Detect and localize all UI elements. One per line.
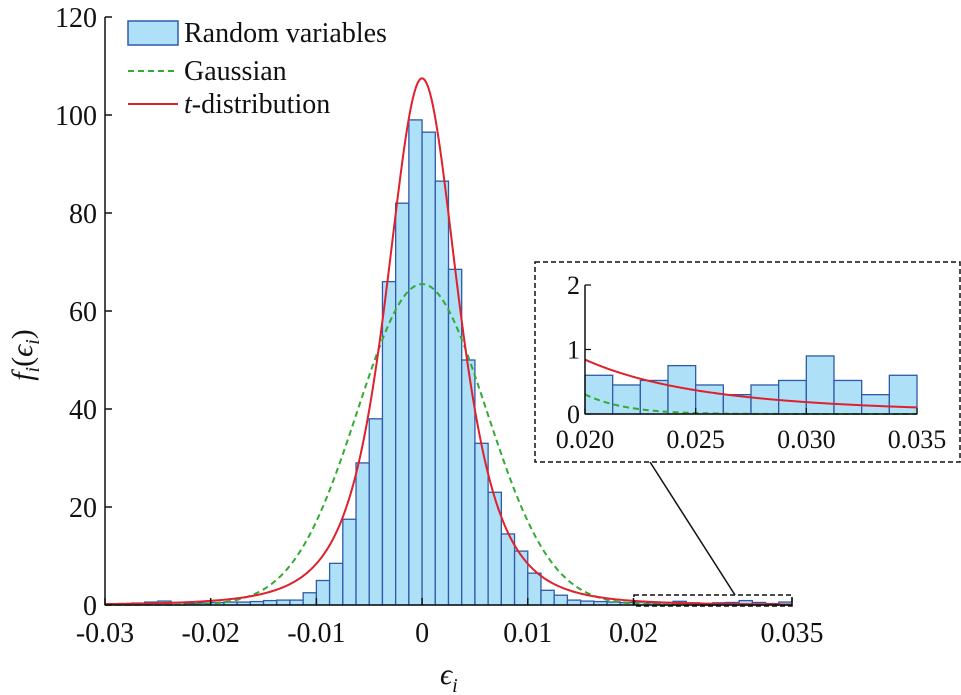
legend-label-gaussian: Gaussian — [184, 56, 287, 87]
y-tick-label: 80 — [69, 199, 97, 230]
t-distribution-curve — [104, 77, 793, 606]
inset-histogram-bar — [778, 379, 807, 415]
x-tick-label: 0 — [415, 618, 429, 649]
histogram-bar — [328, 562, 344, 606]
x-tick-label: -0.01 — [287, 618, 345, 649]
histogram-bar — [315, 579, 331, 606]
inset-x-tick-label: 0.035 — [888, 425, 947, 454]
inset-y-tick-label: 1 — [567, 336, 580, 365]
inset-histogram-bar — [695, 384, 724, 415]
y-tick-label: 60 — [69, 297, 97, 328]
histogram-bar — [500, 533, 516, 606]
y-tick-label: 120 — [55, 3, 97, 34]
x-tick-label: 0.035 — [761, 618, 824, 649]
legend-label-random-variables: Random variables — [184, 18, 387, 49]
zoom-connector-line — [649, 461, 736, 596]
zoom-region-marker — [633, 594, 793, 607]
legend-swatch-random-variables — [127, 20, 179, 46]
inset-x-ticks: 0.020 0.025 0.030 0.035 — [556, 408, 947, 454]
inset-y-ticks: 0 1 2 — [567, 271, 591, 429]
histogram-bar — [342, 518, 357, 606]
histogram-bar — [381, 280, 397, 606]
inset-x-tick-label: 0.020 — [556, 425, 615, 454]
histogram-bar — [434, 180, 450, 606]
histogram-bar — [395, 202, 410, 606]
inset-y-tick-label: 0 — [567, 400, 580, 429]
inset-histogram-bar — [833, 379, 863, 415]
histogram-bar — [408, 119, 423, 606]
y-tick-label: 20 — [69, 493, 97, 524]
y-tick-label: 0 — [83, 591, 97, 622]
x-axis-ticks: -0.03 -0.02 -0.01 0 0.01 0.02 0.035 — [76, 598, 824, 649]
y-axis-label: fi(ϵi) — [6, 329, 44, 381]
inset-x-tick-label: 0.030 — [777, 425, 836, 454]
x-tick-label: -0.03 — [76, 618, 134, 649]
inset-histogram-bar — [584, 374, 614, 415]
inset-y-tick-label: 2 — [567, 271, 580, 300]
histogram-bars — [104, 119, 793, 606]
histogram-bar — [513, 550, 529, 606]
histogram-bar — [553, 594, 569, 606]
inset-chart: 0.020 0.025 0.030 0.035 0 1 2 — [534, 261, 961, 463]
inset-t-distribution-curve — [584, 358, 918, 409]
y-axis-ticks: 0 20 40 60 80 100 120 — [55, 3, 112, 622]
histogram-bar — [527, 572, 542, 606]
histogram-bar — [302, 592, 318, 606]
histogram-bar — [368, 418, 384, 606]
inset-histogram-bar — [805, 355, 835, 415]
x-axis-label: ϵi — [440, 658, 458, 695]
legend: Random variables Gaussian t-distribution — [127, 18, 387, 120]
inset-x-tick-label: 0.025 — [666, 425, 725, 454]
y-tick-label: 40 — [69, 395, 97, 426]
x-tick-label: 0.01 — [503, 618, 552, 649]
inset-histogram-bar — [861, 393, 890, 415]
x-tick-label: -0.02 — [182, 618, 240, 649]
inset-frame — [534, 261, 961, 463]
histogram-bar — [421, 131, 436, 606]
x-tick-label: 0.02 — [609, 618, 658, 649]
legend-label-t-distribution: t-distribution — [184, 89, 330, 120]
histogram-bar — [540, 589, 555, 606]
histogram-bar — [355, 462, 370, 606]
histogram-bar — [447, 268, 463, 606]
y-tick-label: 100 — [55, 101, 97, 132]
